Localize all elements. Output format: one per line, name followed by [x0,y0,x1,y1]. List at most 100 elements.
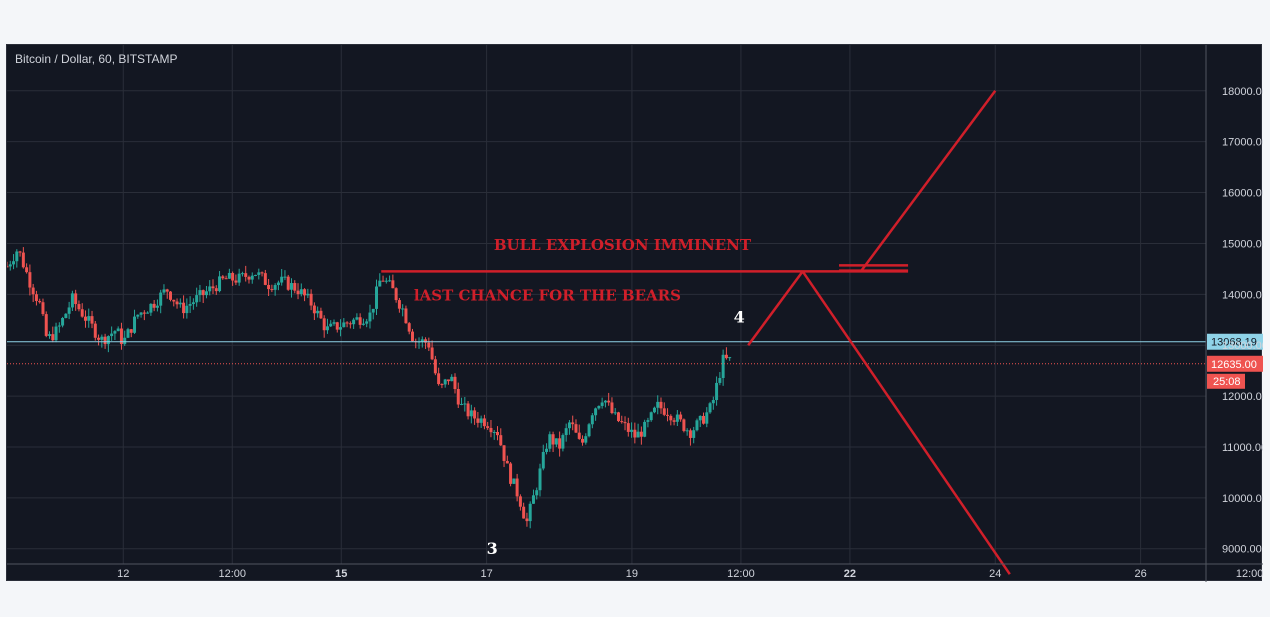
candle-body [342,322,346,328]
candle-body [446,379,450,382]
candle-body [600,402,604,406]
annotation-drawings [381,90,1011,575]
candle-body [646,420,650,422]
candle-body [652,407,656,413]
candle-body [15,251,19,262]
candle-body [721,354,725,379]
candle-body [456,389,460,405]
candle-body [554,438,558,445]
candle-body [440,384,444,386]
candle-body [476,418,480,423]
candle-body [152,303,156,308]
candle-body [597,405,601,409]
candle-body [250,275,254,280]
candle-body [433,359,437,374]
candle-body [273,285,277,290]
candle-body [7,266,9,268]
candle-body [8,264,12,267]
candle-body [339,327,343,330]
candle-body [208,286,212,292]
candle-body [51,334,55,341]
candle-body [388,280,392,282]
candle-body [518,496,522,507]
candle-body [662,408,666,415]
candle-body [643,421,647,437]
candle-body [211,286,215,289]
candle-body [280,276,284,283]
candle-body [100,336,104,340]
candle-body [64,313,68,318]
candle-body [237,273,241,283]
candle-body [97,337,101,340]
candle-body [12,261,16,265]
candle-body [368,312,372,322]
candle-body [123,337,127,345]
candle-body [221,276,225,279]
candle-body [139,312,143,315]
candle-body [172,299,176,302]
candle-body [345,322,349,324]
candle-body [129,329,133,333]
candle-body [610,402,614,414]
candle-body [116,328,120,332]
candle-body [594,408,598,416]
candle-body [698,415,702,421]
candle-body [254,274,258,276]
candle-body [378,280,382,287]
candle-body [296,290,300,295]
candle-body [38,300,42,303]
candle-body [28,272,32,288]
candle-body [136,314,140,317]
time-axis: 12 12:00 15 17 19 12:00 22 24 26 12:00 [7,563,1263,580]
candle-body [695,420,699,431]
candle-body [587,424,591,437]
candle-body [590,415,594,425]
candle-body [649,412,653,421]
price-tick-label: 13000.00 [1222,340,1263,352]
candle-body [613,412,617,414]
price-tick-label: 14000.00 [1222,289,1263,301]
candle-body [103,336,107,345]
candle-body [57,325,61,327]
candle-body [365,321,369,324]
candle-body [119,328,123,345]
candle-body [178,302,182,305]
chart-title: Bitcoin / Dollar, 60, BITSTAMP [15,52,178,66]
candle-body [499,435,503,446]
candle-body [188,304,192,306]
candle-body [486,426,490,428]
candlestick-chart[interactable]: 13068.19 12635.00 25:08 9000.00 10000.00 110… [7,45,1263,582]
candle-body [404,308,408,324]
candle-body [482,418,486,427]
candle-body [185,305,189,314]
candle-body [286,276,290,290]
candle-body [466,403,470,417]
candle-body [240,273,244,275]
candle-body [247,276,251,280]
candle-body [74,293,78,305]
candle-body [620,421,624,423]
candle-body [502,445,506,461]
candle-body [25,267,29,273]
candle-body [289,283,293,290]
candle-body [401,308,405,310]
price-levels: 13068.19 12635.00 25:08 [7,333,1263,389]
candle-body [424,339,428,343]
candle-body [93,323,97,338]
wave-label-3: 3 [487,539,498,558]
candle-body [325,326,329,331]
projection-left-leg [747,270,804,346]
candle-body [616,412,620,422]
candle-body [603,400,607,403]
candle-body [61,317,65,326]
candle-body [361,323,365,325]
candle-body [669,415,673,421]
time-tick-label: 12:00 [1236,568,1263,580]
candle-body [463,403,467,405]
candle-body [460,403,464,405]
level-tag [1207,333,1263,350]
candle-body [293,283,297,291]
candle-body [656,401,660,408]
candle-body [564,428,568,436]
candle-body [165,289,169,292]
